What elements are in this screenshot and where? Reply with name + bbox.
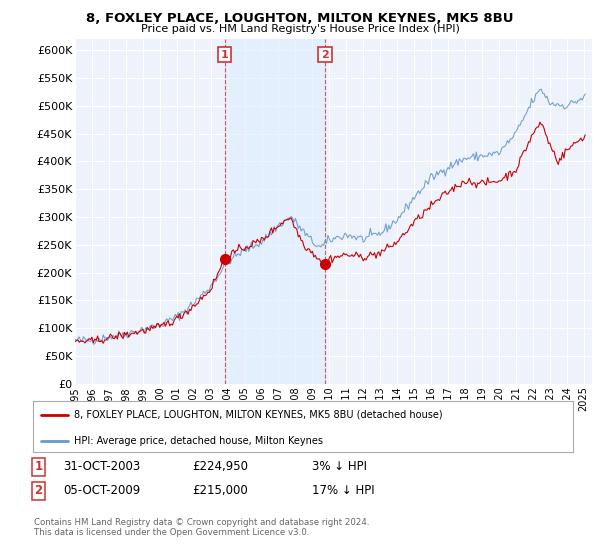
Text: HPI: Average price, detached house, Milton Keynes: HPI: Average price, detached house, Milt… xyxy=(74,436,323,446)
Text: 1: 1 xyxy=(221,50,229,60)
Text: 17% ↓ HPI: 17% ↓ HPI xyxy=(312,484,374,497)
Text: £224,950: £224,950 xyxy=(192,460,248,473)
Text: 3% ↓ HPI: 3% ↓ HPI xyxy=(312,460,367,473)
Text: Contains HM Land Registry data © Crown copyright and database right 2024.
This d: Contains HM Land Registry data © Crown c… xyxy=(34,518,370,538)
Text: 2: 2 xyxy=(321,50,329,60)
Text: Price paid vs. HM Land Registry's House Price Index (HPI): Price paid vs. HM Land Registry's House … xyxy=(140,24,460,34)
Text: £215,000: £215,000 xyxy=(192,484,248,497)
Bar xyxy=(225,39,325,384)
Text: 31-OCT-2003: 31-OCT-2003 xyxy=(63,460,140,473)
Text: 8, FOXLEY PLACE, LOUGHTON, MILTON KEYNES, MK5 8BU: 8, FOXLEY PLACE, LOUGHTON, MILTON KEYNES… xyxy=(86,12,514,25)
Text: 05-OCT-2009: 05-OCT-2009 xyxy=(63,484,140,497)
Text: 8, FOXLEY PLACE, LOUGHTON, MILTON KEYNES, MK5 8BU (detached house): 8, FOXLEY PLACE, LOUGHTON, MILTON KEYNES… xyxy=(74,410,442,420)
Text: 2: 2 xyxy=(34,484,43,497)
Text: 1: 1 xyxy=(34,460,43,473)
